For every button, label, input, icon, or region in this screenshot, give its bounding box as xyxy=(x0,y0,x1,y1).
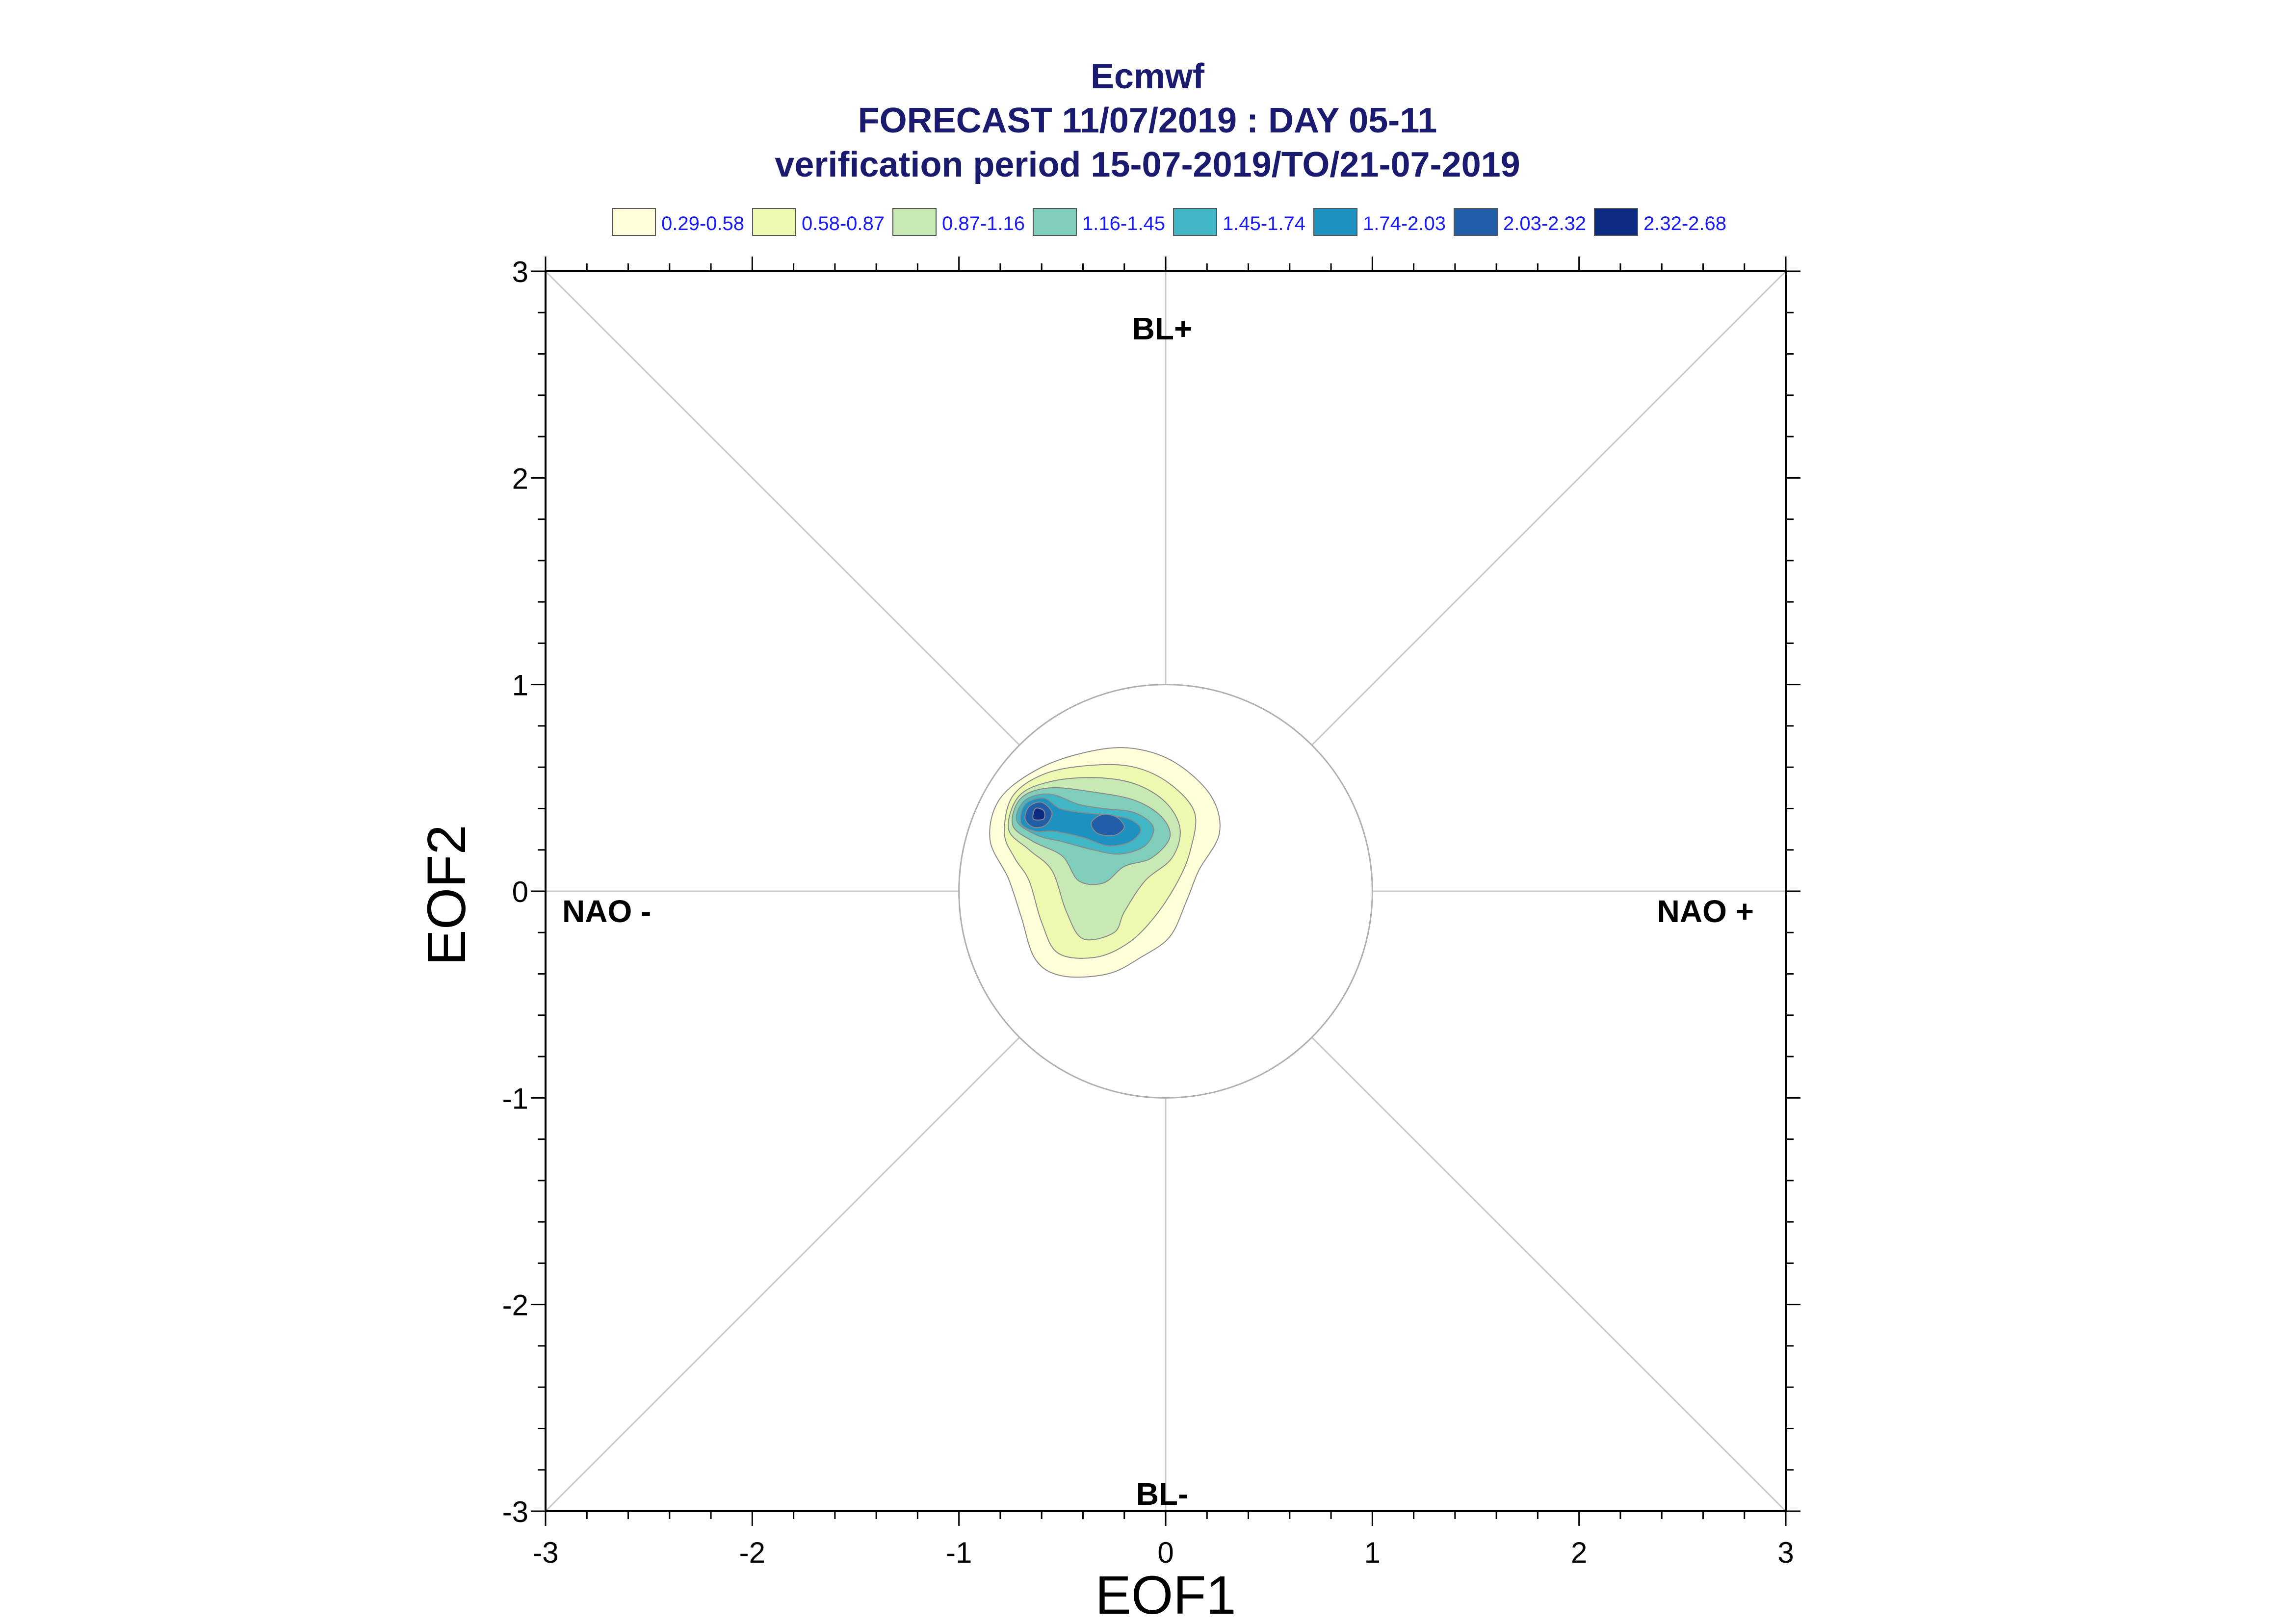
x-tick-label: -2 xyxy=(739,1536,765,1569)
legend-label: 0.87-1.16 xyxy=(942,213,1025,234)
density-contour xyxy=(1091,814,1125,837)
legend-swatch xyxy=(1033,208,1077,236)
density-contours xyxy=(989,747,1221,978)
legend-label: 2.32-2.68 xyxy=(1643,213,1726,234)
legend-label: 1.74-2.03 xyxy=(1363,213,1446,234)
y-tick-label: 0 xyxy=(512,876,528,908)
region-label-nao-plus: NAO + xyxy=(1657,894,1754,929)
x-tick-label: 2 xyxy=(1571,1536,1587,1569)
x-axis-title: EOF1 xyxy=(1095,1565,1236,1624)
legend-label: 0.29-0.58 xyxy=(661,213,744,234)
chart-title-group: Ecmwf FORECAST 11/07/2019 : DAY 05-11 ve… xyxy=(775,57,1520,184)
legend-label: 0.58-0.87 xyxy=(802,213,885,234)
chart-title: Ecmwf xyxy=(1091,57,1205,96)
legend-swatch xyxy=(612,208,656,236)
y-tick-label: -3 xyxy=(502,1495,528,1528)
y-tick-label: -2 xyxy=(502,1289,528,1322)
region-label-bl-plus: BL+ xyxy=(1132,311,1193,346)
density-contour xyxy=(1032,807,1045,821)
chart-verification-period: verification period 15-07-2019/TO/21-07-… xyxy=(775,145,1520,184)
legend-swatch xyxy=(1173,208,1217,236)
x-tick-label: -3 xyxy=(532,1536,558,1569)
y-tick-label: 3 xyxy=(512,256,528,288)
x-tick-label: -1 xyxy=(946,1536,972,1569)
region-label-nao-minus: NAO - xyxy=(562,894,651,929)
legend-swatch xyxy=(1454,208,1498,236)
legend-swatch xyxy=(1313,208,1357,236)
region-label-bl-minus: BL- xyxy=(1136,1476,1189,1512)
y-axis-title: EOF2 xyxy=(417,825,477,965)
x-tick-label: 0 xyxy=(1157,1536,1174,1569)
x-tick-label: 3 xyxy=(1777,1536,1794,1569)
legend-swatch xyxy=(1594,208,1638,236)
legend-label: 1.45-1.74 xyxy=(1223,213,1305,234)
legend-swatch xyxy=(752,208,796,236)
axis-ticks xyxy=(531,257,1800,1526)
legend-swatch xyxy=(892,208,937,236)
tick-labels: -3 -2 -1 0 1 2 3 -3 -2 -1 0 1 2 3 xyxy=(502,256,1794,1569)
x-tick-label: 1 xyxy=(1364,1536,1381,1569)
legend-label: 1.16-1.45 xyxy=(1082,213,1165,234)
chart-subtitle: FORECAST 11/07/2019 : DAY 05-11 xyxy=(858,101,1437,140)
y-tick-label: -1 xyxy=(502,1082,528,1115)
plot-area: -3 -2 -1 0 1 2 3 -3 -2 -1 0 1 2 3 xyxy=(502,256,1800,1569)
legend: 0.29-0.58 0.58-0.87 0.87-1.16 1.16-1.45 1.45… xyxy=(612,208,1726,236)
legend-label: 2.03-2.32 xyxy=(1503,213,1586,234)
y-tick-label: 2 xyxy=(512,462,528,495)
y-tick-label: 1 xyxy=(512,669,528,702)
